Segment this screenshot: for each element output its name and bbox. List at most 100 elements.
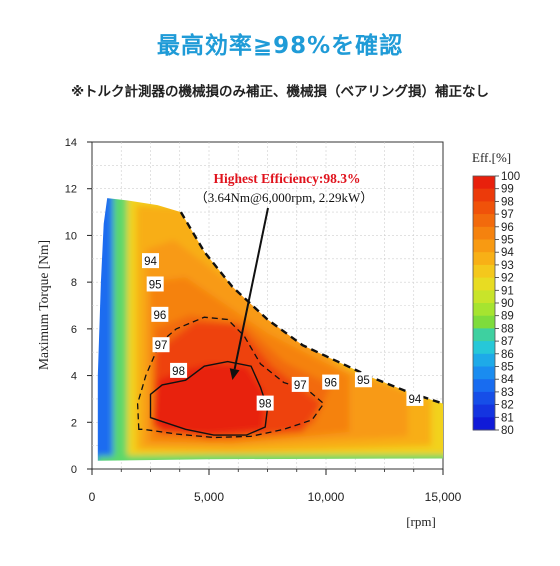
colorbar-tick-label: 80 [501,425,514,437]
colorbar-tick-label: 84 [501,374,514,386]
colorbar-swatch [473,214,495,228]
colorbar-swatch [473,277,495,291]
y-tick-label: 2 [71,417,77,429]
contour-label-text: 97 [155,340,168,352]
x-axis-label: [rpm] [406,514,436,529]
colorbar-tick-label: 81 [501,412,514,424]
colorbar-tick-label: 99 [501,184,514,196]
y-tick-label: 10 [65,230,77,242]
colorbar-swatch [473,341,495,355]
colorbar-tick-label: 94 [501,247,514,259]
page-title: 最高効率≧98%を確認 [156,33,404,59]
contour-label-text: 94 [144,256,157,268]
x-tick-label: 15,000 [425,490,462,504]
contour-label-text: 95 [149,279,162,291]
y-tick-label: 4 [71,371,77,383]
contour-98-line [149,360,269,436]
contour-label-background [146,276,164,292]
contour-label-text: 98 [259,399,272,411]
max-torque-curve [179,211,444,405]
y-tick-label: 6 [71,324,77,336]
colorbar-swatch [473,404,495,418]
y-axis-label: Maximum Torque [Nm] [36,240,51,370]
colorbar: Eff.[%] 10099989796959493929190898887868… [472,150,520,437]
annotation-arrow-head [229,368,240,380]
contour-label: 96 [322,374,340,390]
contour-label: 95 [146,276,164,292]
annotation-detail: （3.64Nm@6,000rpm, 2.29kW） [195,190,373,205]
colorbar-tick-label: 83 [501,387,514,399]
contour-label-background [142,253,159,269]
colorbar-tick-label: 98 [501,196,514,208]
contour-label-text: 98 [172,366,185,378]
colorbar-swatch [473,264,495,279]
colorbar-title: Eff.[%] [472,150,511,165]
colorbar-tick-label: 88 [501,323,514,335]
colorbar-swatch [473,315,495,329]
colorbar-tick-label: 95 [501,235,514,247]
contour-label-background [291,376,309,392]
contour-label: 94 [406,390,424,406]
colorbar-tick-label: 97 [501,209,514,221]
contour-label-text: 96 [153,310,166,322]
contour-label-background [322,374,340,390]
colorbar-tick-label: 82 [501,400,514,412]
contour-label-text: 94 [409,394,422,406]
contour-label: 94 [142,253,159,269]
contour-label-background [256,395,274,411]
y-tick-label: 14 [65,137,77,149]
colorbar-swatch [473,391,495,406]
x-tick-label: 10,000 [308,490,345,504]
colorbar-tick-label: 96 [501,222,514,234]
colorbar-swatch [473,239,495,253]
contour-label-text: 96 [324,378,337,390]
colorbar-tick-label: 85 [501,362,514,374]
contour-label: 97 [152,337,170,353]
y-tick-label: 8 [71,277,77,289]
colorbar-tick-label: 100 [501,171,520,183]
y-axis: 0 2 4 6 8 10 12 14 [65,137,92,476]
colorbar-swatch [473,353,495,367]
contour-label: 95 [354,372,372,388]
colorbar-tick-label: 89 [501,311,514,323]
colorbar-swatch [473,328,495,342]
region-low-bottom [97,455,444,461]
colorbar-swatch [473,226,495,240]
y-tick-label: 12 [65,184,77,196]
colorbar-swatch [473,252,495,266]
contour-label-background [354,372,372,388]
contour-label: 97 [291,376,309,392]
contour-label-background [151,306,169,322]
x-tick-label: 0 [89,490,96,504]
annotation-arrow-line [233,207,269,370]
contour-label-text: 95 [357,375,370,387]
x-axis: 0 5,000 10,000 15,000 [89,469,462,504]
y-tick-label: 0 [71,464,77,476]
contour-label-background [170,362,188,378]
x-tick-label: 5,000 [194,490,224,504]
contour-label: 96 [151,306,169,322]
colorbar-tick-label: 87 [501,336,514,348]
contour-label: 98 [170,362,188,378]
contour-label: 98 [256,395,274,411]
contour-labels: 94 95 96 97 98 98 97 96 95 94 [142,253,424,411]
colorbar-swatch [473,379,495,393]
annotation: Highest Efficiency:98.3% （3.64Nm@6,000rp… [195,171,373,380]
colorbar-swatch [473,290,495,304]
contour-label-text: 97 [294,380,307,392]
colorbar-swatch [473,303,495,317]
contour-label-background [152,337,170,353]
colorbar-swatch [473,366,495,380]
colorbar-tick-label: 91 [501,285,514,297]
page-subtitle: ※トルク計測器の機械損のみ補正、機械損（ベアリング損）補正なし [70,84,490,100]
colorbar-tick-label: 90 [501,298,514,310]
colorbar-tick-label: 93 [501,260,514,272]
colorbar-swatch [473,188,495,202]
annotation-highlight: Highest Efficiency:98.3% [214,171,361,186]
colorbar-tick-label: 86 [501,349,514,361]
colorbar-tick-label: 92 [501,273,514,285]
colorbar-swatch [473,176,495,190]
colorbar-swatch [473,417,495,431]
colorbar-swatch [473,201,495,215]
